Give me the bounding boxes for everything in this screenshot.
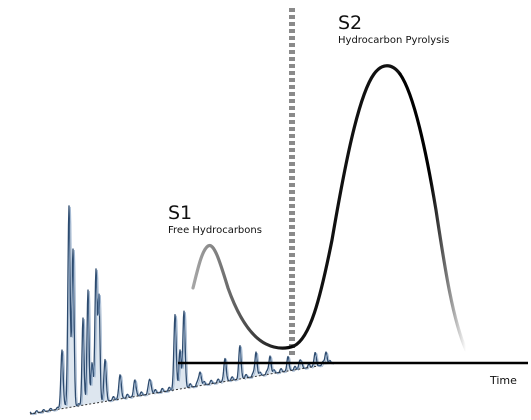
- s2-curve: [292, 64, 402, 348]
- chromatogram-baseline: [29, 365, 319, 415]
- s2-label: S2: [338, 12, 363, 34]
- s1-curve: [191, 243, 296, 350]
- time-axis-label: Time: [490, 374, 517, 387]
- chromatogram-trace: [29, 205, 334, 416]
- s1-caption: Free Hydrocarbons: [168, 225, 262, 236]
- s1-label: S1: [168, 202, 193, 224]
- s2-caption: Hydrocarbon Pyrolysis: [338, 35, 450, 46]
- s2-tail: [398, 72, 468, 352]
